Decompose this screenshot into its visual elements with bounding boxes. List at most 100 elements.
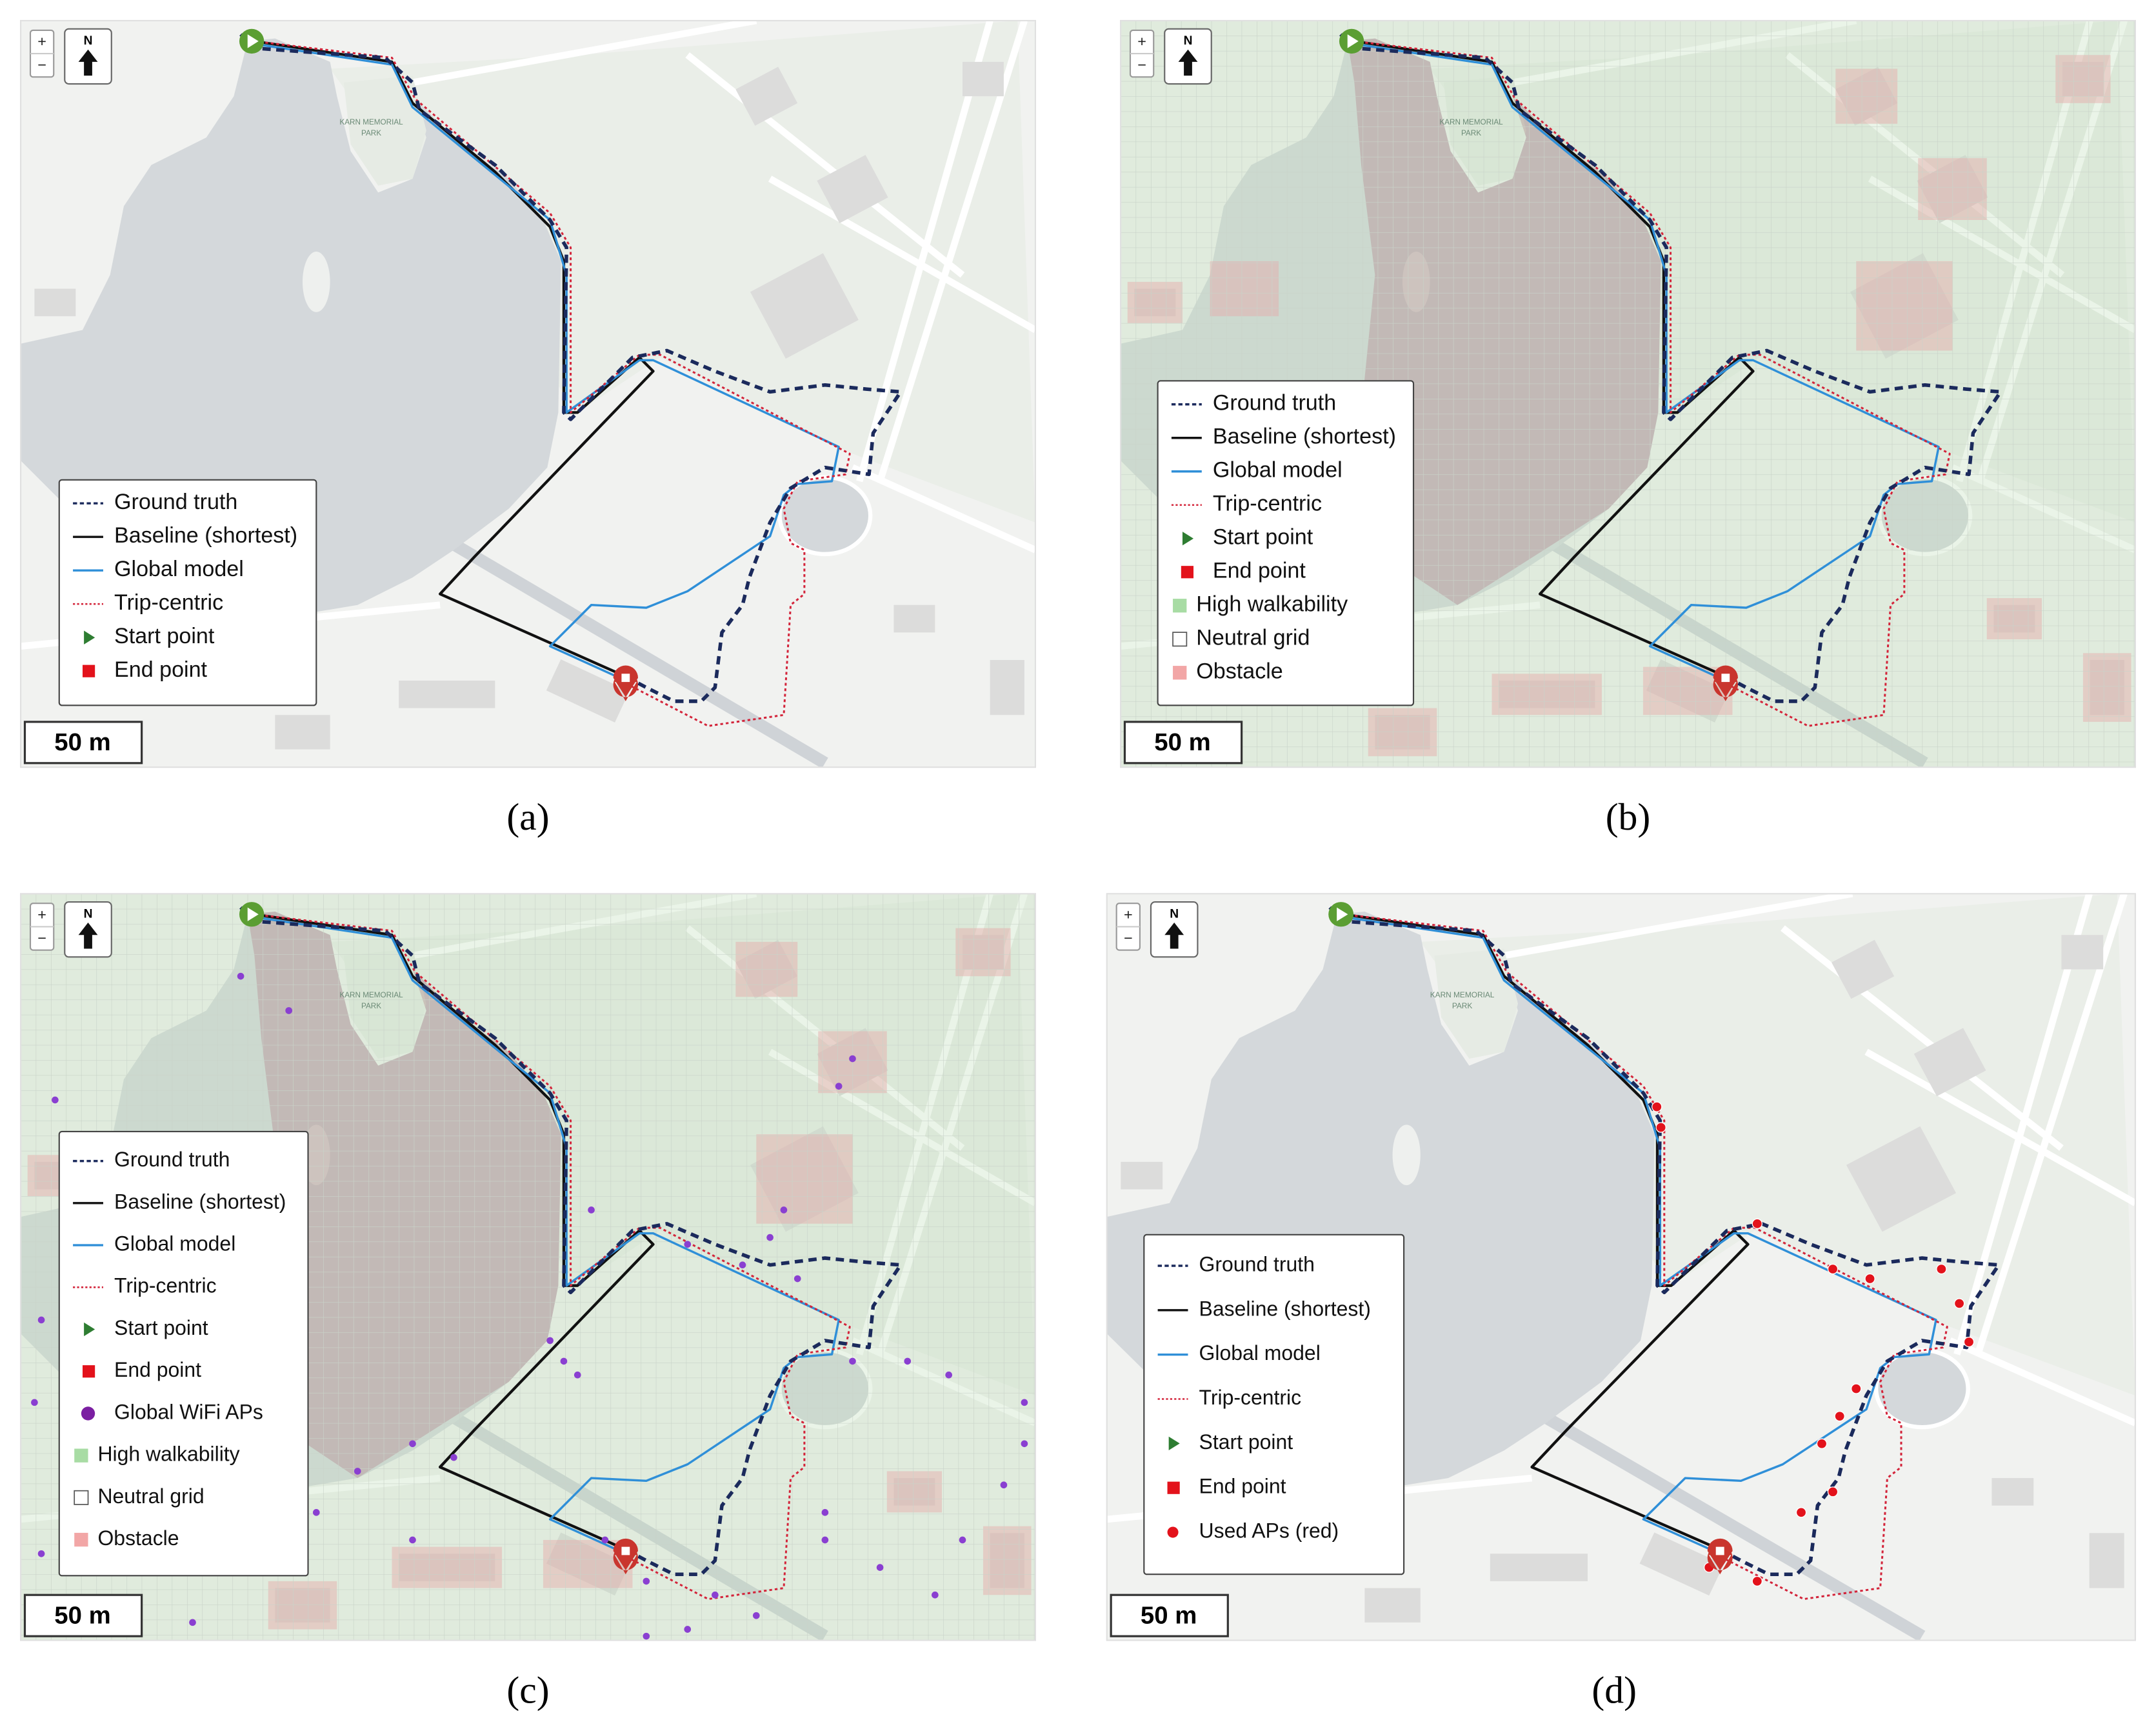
map-frame <box>20 19 1036 768</box>
map-label: KARN MEMORIAL <box>339 991 403 999</box>
legend-label: High walkability <box>97 1443 239 1466</box>
wifi-ap <box>780 1206 788 1214</box>
wifi-ap <box>849 1055 856 1063</box>
building <box>1490 1554 1588 1581</box>
ground-truth-route <box>1339 33 2002 703</box>
legend-label: End point <box>1213 559 1306 583</box>
trip-centric-route <box>1343 913 1948 1601</box>
building <box>962 61 1004 97</box>
zoom-in[interactable]: + <box>37 33 46 50</box>
legend-symbol <box>1167 1481 1180 1494</box>
trip-centric-route <box>254 40 851 727</box>
wifi-ap <box>794 1275 801 1283</box>
map-panel: KARN MEMORIAL PARK <box>20 893 1036 1641</box>
zoom-in[interactable]: + <box>1137 33 1146 50</box>
building <box>893 605 935 633</box>
legend-box <box>1143 1234 1405 1575</box>
used-ap <box>1851 1383 1862 1394</box>
wifi-ap <box>835 1083 843 1090</box>
wifi-ap <box>237 972 245 980</box>
legend-label: Start point <box>114 624 215 648</box>
north-label: N <box>1170 907 1179 921</box>
map-label: KARN MEMORIAL <box>1439 118 1503 126</box>
legend-label: Obstacle <box>97 1526 179 1550</box>
north-arrow <box>78 49 98 76</box>
rail <box>437 530 828 768</box>
legend-label: Global model <box>1213 458 1343 483</box>
wifi-ap <box>312 1509 320 1516</box>
legend-label: Global model <box>114 1232 235 1255</box>
wifi-ap <box>684 1241 692 1248</box>
wifi-ap <box>37 1550 45 1557</box>
legend-symbol <box>74 1490 89 1505</box>
zoom-out[interactable]: − <box>37 56 46 73</box>
zoom-out[interactable]: − <box>37 930 46 946</box>
legend-label: Baseline (shortest) <box>114 1190 286 1213</box>
used-ap <box>1652 1101 1662 1112</box>
used-ap <box>1827 1264 1839 1275</box>
wifi-ap <box>189 1619 196 1626</box>
wifi-ap <box>409 1440 416 1448</box>
building <box>817 155 888 223</box>
legend-label: Used APs (red) <box>1199 1519 1339 1542</box>
legend-symbol <box>1173 599 1187 613</box>
scale-bar <box>23 1594 143 1637</box>
trip-centric-route <box>254 913 851 1601</box>
legend-symbol <box>1168 1436 1180 1451</box>
wifi-ap <box>601 1536 609 1544</box>
road <box>685 52 965 278</box>
wifi-ap <box>945 1371 952 1379</box>
wifi-ap <box>560 1357 568 1365</box>
wifi-ap <box>876 1564 884 1571</box>
map-label: PARK <box>361 129 381 137</box>
wifi-ap <box>643 1577 650 1585</box>
legend-label: Ground truth <box>114 490 237 514</box>
road <box>768 175 1035 334</box>
scale-bar <box>1110 1594 1229 1637</box>
building <box>1991 1478 2034 1506</box>
map: KARN MEMORIAL PARK <box>21 20 1035 768</box>
used-ap <box>1864 1273 1875 1284</box>
building <box>2089 1533 2124 1588</box>
building <box>1639 1532 1724 1596</box>
wifi-ap <box>409 1536 416 1544</box>
zoom-in[interactable]: + <box>1124 906 1133 923</box>
legend-symbol <box>1173 666 1187 680</box>
wifi-ap <box>849 1357 856 1365</box>
building <box>1913 1028 1986 1097</box>
scale-bar <box>1123 721 1243 765</box>
legend-label: Start point <box>114 1316 208 1339</box>
wifi-ap <box>643 1632 650 1640</box>
wifi-ap <box>1021 1440 1028 1448</box>
legend-label: End point <box>114 657 208 682</box>
map: KARN MEMORIAL PARK <box>21 894 1035 1641</box>
wifi-ap <box>712 1591 719 1599</box>
used-ap <box>1795 1507 1807 1518</box>
island <box>1392 1124 1421 1186</box>
legend-symbol <box>1181 566 1194 579</box>
wifi-ap <box>684 1626 692 1633</box>
used-ap <box>1963 1336 1975 1348</box>
building <box>275 715 330 750</box>
legend-label: Trip-centric <box>1213 492 1322 516</box>
wifi-ap <box>588 1206 595 1214</box>
zoom-out[interactable]: − <box>1137 56 1146 73</box>
legend-label: Start point <box>1199 1430 1293 1454</box>
legend-label: End point <box>1199 1475 1286 1498</box>
used-ap <box>1953 1298 1965 1309</box>
legend-label: Neutral grid <box>1196 626 1310 650</box>
building <box>750 253 859 359</box>
ground-truth-route <box>1328 906 2001 1577</box>
end-icon <box>1715 1546 1724 1555</box>
start-icon <box>247 907 259 921</box>
north-arrow <box>78 923 98 949</box>
zoom-out[interactable]: − <box>1124 930 1133 946</box>
legend-label: Start point <box>1213 525 1313 550</box>
map-frame <box>1106 893 2136 1641</box>
wifi-ap <box>354 1468 361 1475</box>
legend-label: Baseline (shortest) <box>114 523 297 548</box>
zoom-in[interactable]: + <box>37 906 46 923</box>
wifi-ap <box>766 1234 774 1241</box>
legend-symbol <box>1182 532 1194 546</box>
